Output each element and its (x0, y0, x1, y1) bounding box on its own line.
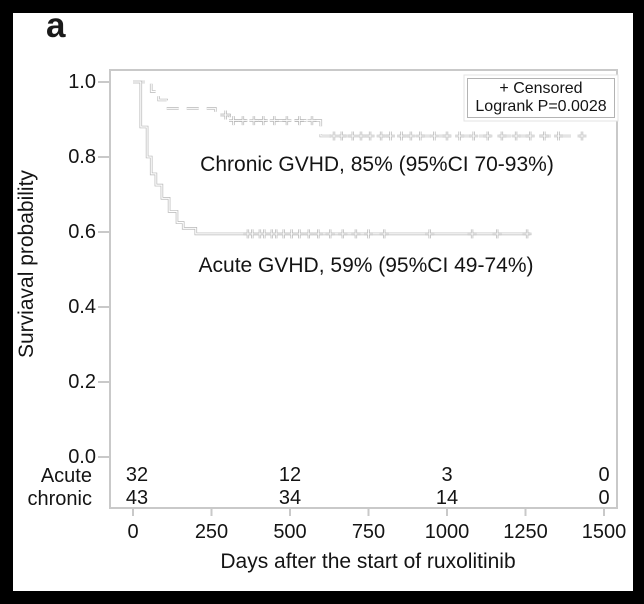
risk-row-label-chronic: chronic (27, 488, 92, 510)
y-tick-label: 0.0 (68, 446, 96, 468)
x-tick-label: 1250 (503, 521, 548, 543)
legend-censored-entry: + Censored (499, 80, 583, 97)
at-risk-count: 14 (435, 487, 459, 509)
chronic-curve-annotation: Chronic GVHD, 85% (95%CI 70-93%) (200, 153, 554, 176)
x-tick-label: 500 (273, 521, 307, 543)
y-axis-title: Surviaval probability (15, 170, 38, 358)
legend-logrank-entry: Logrank P=0.0028 (475, 98, 607, 115)
x-tick-label: 1500 (581, 521, 627, 543)
km-curve-core-chronic (133, 81, 582, 137)
panel-label: a (46, 6, 66, 45)
acute-curve-annotation: Acute GVHD, 59% (95%CI 49-74%) (198, 254, 534, 277)
legend-box: + Censored Logrank P=0.0028 (467, 78, 615, 118)
y-tick-label: 1.0 (68, 71, 96, 93)
x-axis-title: Days after the start of ruxolitinib (220, 550, 516, 573)
x-tick-label: 250 (194, 521, 229, 543)
censor-marks-core-acute (243, 229, 532, 239)
at-risk-count: 0 (598, 464, 610, 486)
plot-box (109, 69, 618, 509)
km-curve-core-acute (133, 81, 531, 235)
at-risk-count: 0 (598, 487, 610, 509)
at-risk-count: 12 (278, 464, 302, 486)
censor-marks-core-chronic (221, 110, 587, 141)
at-risk-count: 32 (125, 464, 149, 486)
at-risk-count: 43 (125, 487, 149, 509)
x-tick-label: 750 (351, 521, 386, 543)
y-tick-label: 0.2 (68, 371, 96, 393)
at-risk-count: 34 (278, 487, 302, 509)
x-tick-label: 1000 (424, 521, 470, 543)
y-tick-label: 0.6 (68, 221, 96, 243)
y-tick-label: 0.8 (68, 146, 96, 168)
y-tick-label: 0.4 (68, 296, 96, 318)
risk-row-label-acute: Acute (40, 465, 92, 487)
x-tick-label: 0 (127, 521, 139, 543)
at-risk-count: 3 (441, 464, 453, 486)
